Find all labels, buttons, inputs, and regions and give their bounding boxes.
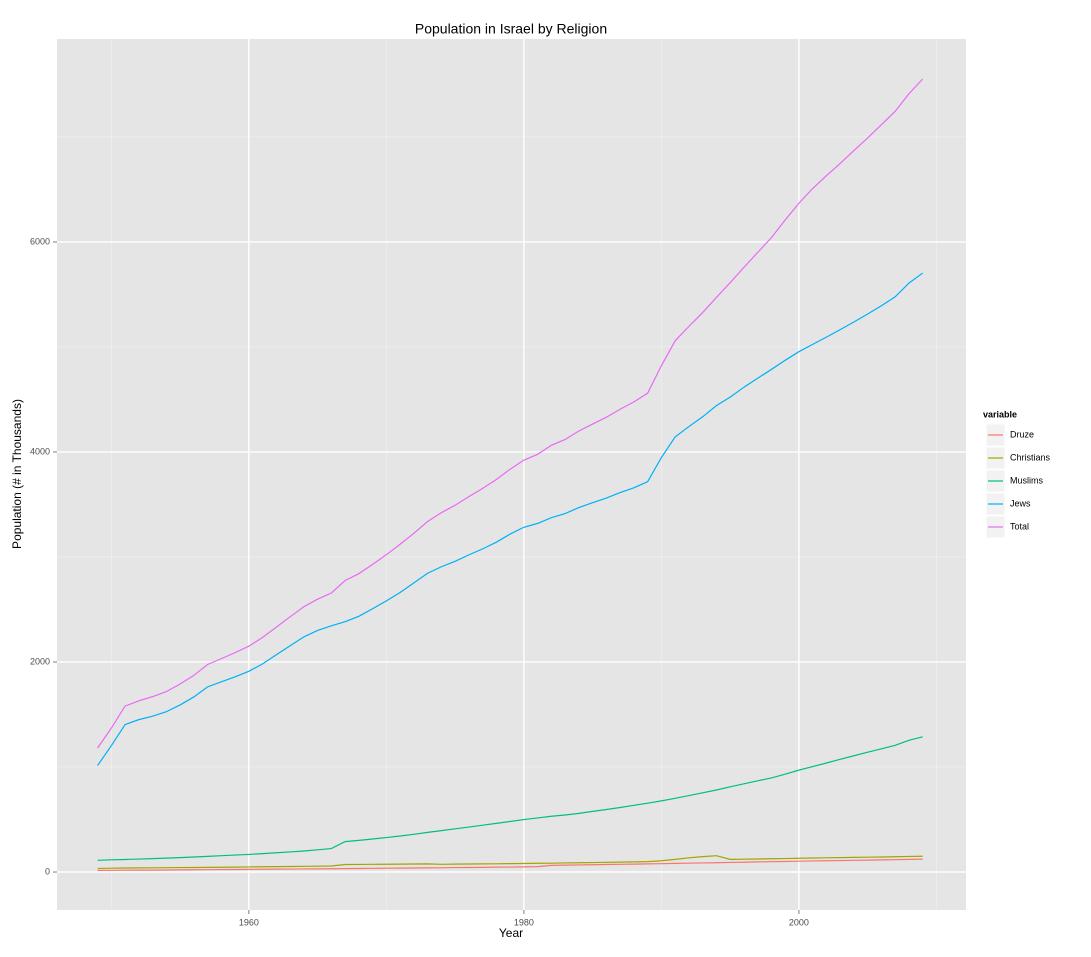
x-axis-label: Year xyxy=(499,926,523,940)
x-tick-label: 1980 xyxy=(514,917,534,927)
series-line xyxy=(97,272,924,766)
legend-label: Christians xyxy=(1010,452,1051,462)
chart-title: Population in Israel by Religion xyxy=(415,21,607,37)
legend-label: Total xyxy=(1010,521,1029,531)
y-tick-label: 6000 xyxy=(30,236,50,246)
legend-label: Jews xyxy=(1010,498,1031,508)
series-line xyxy=(97,855,923,870)
legend-label: Druze xyxy=(1010,429,1034,439)
y-tick-label: 2000 xyxy=(30,656,50,666)
legend-label: Muslims xyxy=(1010,475,1043,485)
plot-panel xyxy=(57,39,966,910)
y-axis-label: Population (# in Thousands) xyxy=(10,399,24,549)
y-tick-label: 0 xyxy=(45,866,50,876)
legend-title: variable xyxy=(983,409,1017,419)
x-tick-label: 1960 xyxy=(239,917,259,927)
series-line xyxy=(97,78,924,749)
y-tick-label: 4000 xyxy=(30,446,50,456)
series-line xyxy=(97,858,923,872)
series-line xyxy=(97,736,923,861)
x-tick-label: 2000 xyxy=(789,917,809,927)
